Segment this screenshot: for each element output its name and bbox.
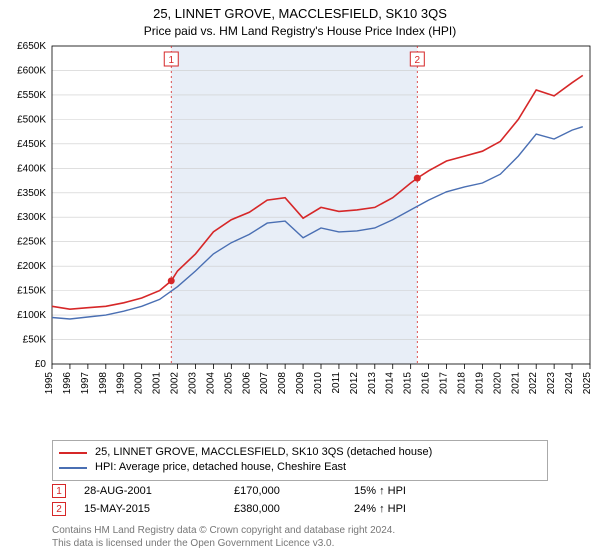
sale-marker-badge: 1: [52, 484, 66, 498]
svg-text:£350K: £350K: [17, 188, 46, 199]
svg-text:£250K: £250K: [17, 237, 46, 248]
svg-text:2015: 2015: [403, 372, 414, 395]
legend-swatch: [59, 467, 87, 469]
chart-container: 25, LINNET GROVE, MACCLESFIELD, SK10 3QS…: [0, 0, 600, 560]
legend-label: 25, LINNET GROVE, MACCLESFIELD, SK10 3QS…: [95, 445, 432, 460]
sale-row: 1 28-AUG-2001 £170,000 15% ↑ HPI: [52, 482, 548, 500]
svg-text:2022: 2022: [528, 372, 539, 395]
svg-text:£450K: £450K: [17, 139, 46, 150]
svg-text:£500K: £500K: [17, 114, 46, 125]
svg-text:2006: 2006: [241, 372, 252, 395]
svg-text:2023: 2023: [546, 372, 557, 395]
svg-text:2013: 2013: [367, 372, 378, 395]
svg-text:£100K: £100K: [17, 310, 46, 321]
svg-text:2012: 2012: [349, 372, 360, 395]
svg-text:2000: 2000: [134, 372, 145, 395]
svg-text:2024: 2024: [564, 372, 575, 395]
svg-text:£400K: £400K: [17, 163, 46, 174]
svg-text:2003: 2003: [187, 372, 198, 395]
svg-text:£150K: £150K: [17, 286, 46, 297]
svg-text:2017: 2017: [439, 372, 450, 395]
sale-hpi: 24% ↑ HPI: [354, 503, 474, 515]
svg-text:1: 1: [168, 55, 174, 66]
legend-item: 25, LINNET GROVE, MACCLESFIELD, SK10 3QS…: [59, 445, 541, 460]
svg-text:£50K: £50K: [23, 335, 47, 346]
legend-item: HPI: Average price, detached house, Ches…: [59, 460, 541, 475]
chart-plot-area: £0 £50K £100K £150K £200K £250K £300K £350K £400…: [0, 42, 600, 432]
svg-text:£600K: £600K: [17, 65, 46, 76]
footer-attribution: Contains HM Land Registry data © Crown c…: [52, 524, 395, 550]
svg-text:£300K: £300K: [17, 212, 46, 223]
svg-text:£200K: £200K: [17, 261, 46, 272]
svg-text:2008: 2008: [277, 372, 288, 395]
svg-text:£550K: £550K: [17, 90, 46, 101]
sale-date: 15-MAY-2015: [84, 503, 234, 515]
svg-text:2020: 2020: [492, 372, 503, 395]
svg-text:1999: 1999: [116, 372, 127, 395]
legend: 25, LINNET GROVE, MACCLESFIELD, SK10 3QS…: [52, 440, 548, 481]
svg-text:2009: 2009: [295, 372, 306, 395]
svg-text:2016: 2016: [421, 372, 432, 395]
svg-text:2004: 2004: [205, 372, 216, 395]
svg-text:2014: 2014: [385, 372, 396, 395]
sale-row: 2 15-MAY-2015 £380,000 24% ↑ HPI: [52, 500, 548, 518]
footer-line: This data is licensed under the Open Gov…: [52, 537, 395, 550]
svg-text:1997: 1997: [80, 372, 91, 395]
sale-hpi: 15% ↑ HPI: [354, 485, 474, 497]
footer-line: Contains HM Land Registry data © Crown c…: [52, 524, 395, 537]
chart-title: 25, LINNET GROVE, MACCLESFIELD, SK10 3QS: [0, 0, 600, 21]
svg-text:2007: 2007: [259, 372, 270, 395]
svg-text:2019: 2019: [474, 372, 485, 395]
svg-text:£0: £0: [35, 359, 47, 370]
svg-text:2001: 2001: [152, 372, 163, 395]
legend-label: HPI: Average price, detached house, Ches…: [95, 460, 346, 475]
svg-text:2: 2: [415, 55, 421, 66]
svg-text:2005: 2005: [223, 372, 234, 395]
sale-price: £170,000: [234, 485, 354, 497]
sales-table: 1 28-AUG-2001 £170,000 15% ↑ HPI 2 15-MA…: [52, 482, 548, 518]
svg-text:2011: 2011: [331, 372, 342, 394]
sale-price: £380,000: [234, 503, 354, 515]
svg-text:2002: 2002: [170, 372, 181, 395]
svg-text:2021: 2021: [510, 372, 521, 395]
svg-text:1998: 1998: [98, 372, 109, 395]
sale-marker-badge: 2: [52, 502, 66, 516]
svg-text:2018: 2018: [456, 372, 467, 395]
svg-text:2010: 2010: [313, 372, 324, 395]
sale-date: 28-AUG-2001: [84, 485, 234, 497]
chart-subtitle: Price paid vs. HM Land Registry's House …: [0, 21, 600, 38]
svg-text:£650K: £650K: [17, 42, 46, 52]
svg-text:1995: 1995: [44, 372, 55, 395]
legend-swatch: [59, 452, 87, 454]
svg-text:2025: 2025: [582, 372, 593, 395]
svg-text:1996: 1996: [62, 372, 73, 395]
